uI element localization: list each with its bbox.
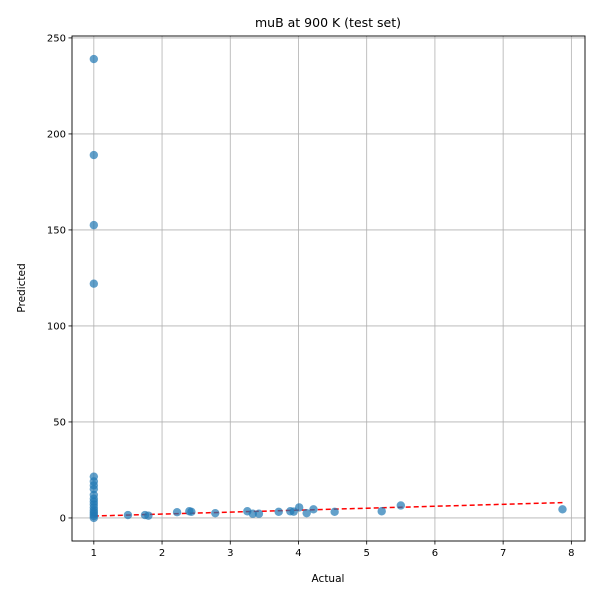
data-point <box>274 507 283 517</box>
x-tick-label: 8 <box>568 548 574 559</box>
data-point <box>558 505 567 514</box>
plot-frame <box>71 35 586 542</box>
data-point <box>248 509 257 518</box>
x-tick-label: 6 <box>432 548 438 559</box>
data-point <box>254 509 264 518</box>
y-axis-ticks: 0 50 100 150 200 250 <box>47 33 72 524</box>
x-axis-label: Actual <box>312 573 345 585</box>
data-point <box>89 484 99 494</box>
data-point <box>144 511 153 520</box>
x-tick-label: 3 <box>227 548 233 559</box>
data-point <box>89 513 99 523</box>
y-tick-label: 100 <box>47 321 66 332</box>
data-point <box>187 507 196 517</box>
data-point <box>309 505 318 514</box>
x-tick-label: 7 <box>500 548 506 559</box>
data-point <box>89 150 99 160</box>
x-tick-label: 1 <box>91 548 97 559</box>
data-point <box>89 54 99 64</box>
points-group <box>89 54 567 523</box>
data-point <box>89 220 99 230</box>
data-point <box>396 501 406 510</box>
grid <box>72 36 585 541</box>
x-tick-label: 4 <box>295 548 301 559</box>
chart-title: muB at 900 K (test set) <box>255 15 401 30</box>
data-point <box>211 508 220 518</box>
data-point <box>172 507 182 517</box>
x-tick-label: 5 <box>364 548 370 559</box>
y-axis-label: Predicted <box>16 263 28 312</box>
x-axis-ticks: 1 2 3 4 5 6 7 8 <box>91 541 575 559</box>
data-point <box>294 503 304 512</box>
data-point <box>123 510 133 520</box>
fit-line <box>93 501 563 517</box>
y-tick-label: 200 <box>47 129 66 140</box>
x-tick-label: 2 <box>159 548 165 559</box>
fit-line-group <box>93 501 563 517</box>
data-point <box>377 507 386 516</box>
data-point <box>302 508 311 518</box>
y-tick-label: 50 <box>53 417 66 428</box>
y-tick-label: 0 <box>60 513 66 524</box>
y-tick-label: 250 <box>47 33 66 44</box>
data-point <box>330 507 339 517</box>
data-point <box>89 279 99 288</box>
y-tick-label: 150 <box>47 225 66 236</box>
